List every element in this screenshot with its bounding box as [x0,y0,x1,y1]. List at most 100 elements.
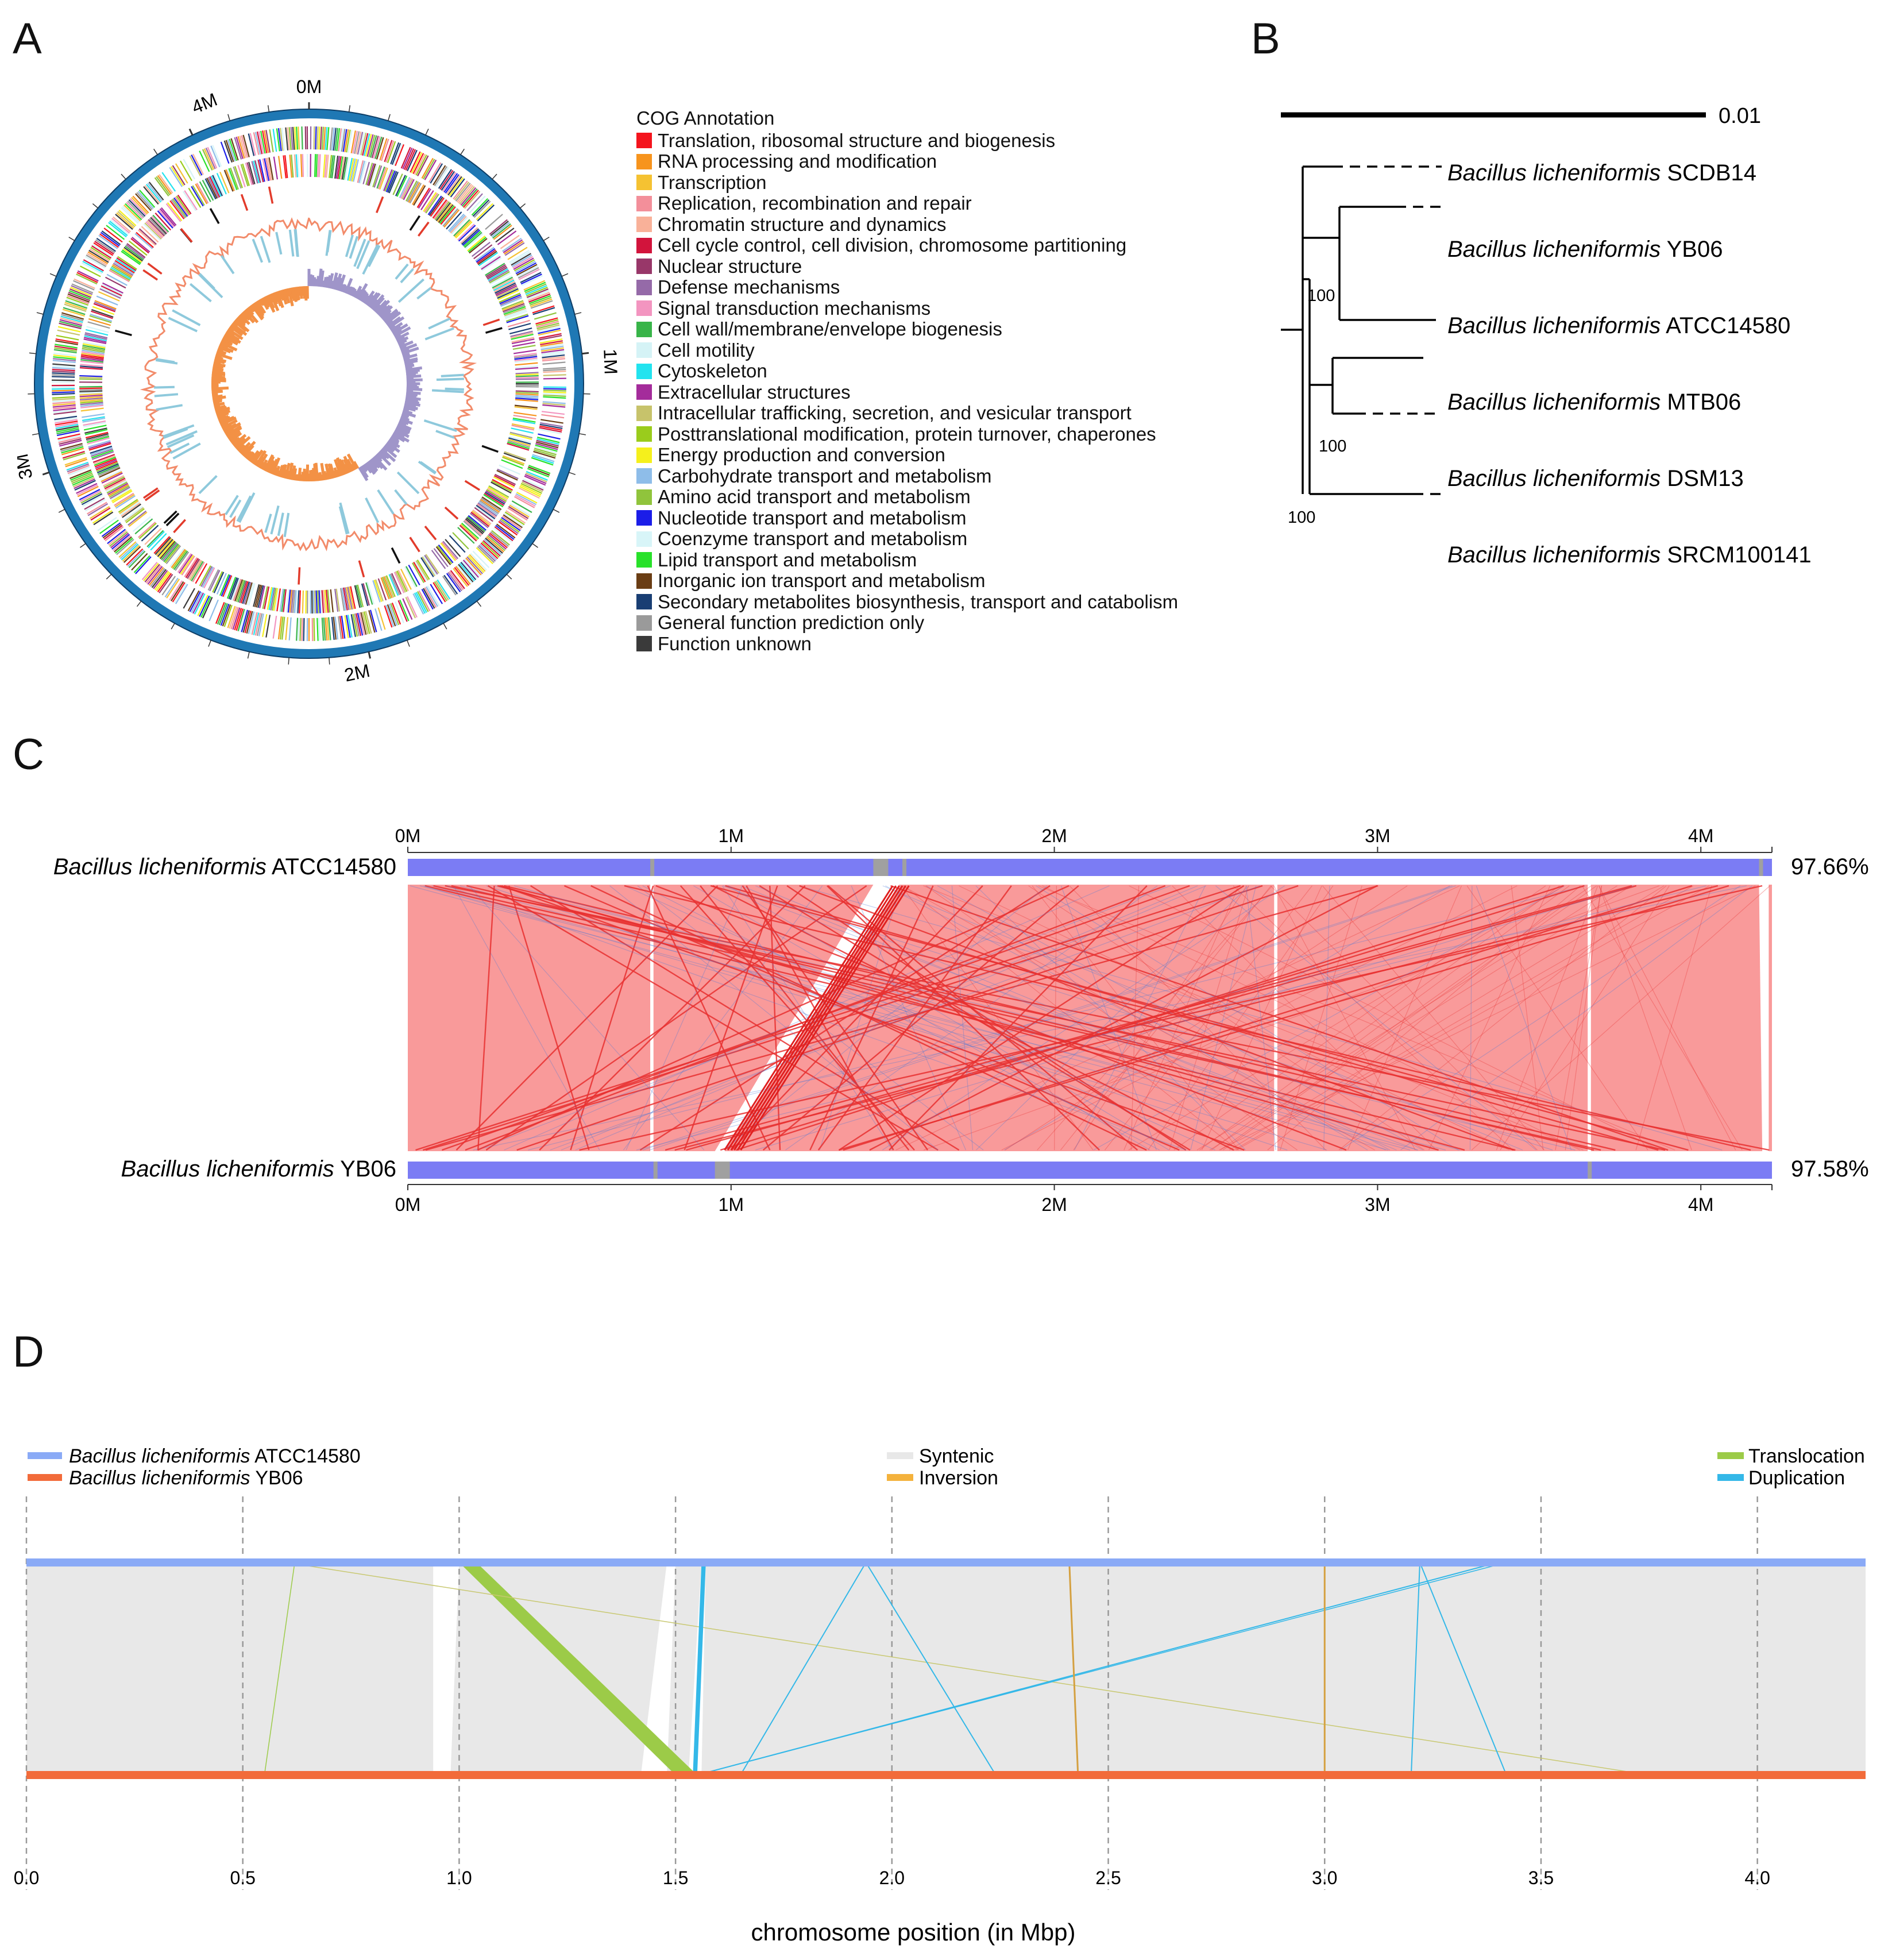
cog-legend-label: Lipid transport and metabolism [658,549,917,570]
duplication-link [740,1562,867,1776]
cog-legend: COG Annotation Translation, ribosomal st… [636,107,1178,654]
axis-tick-label: 4M [1688,1194,1713,1215]
cog-legend-label: Coenzyme transport and metabolism [658,528,968,549]
genome-ring [34,109,584,658]
x-tick-label: 3.0 [1312,1868,1337,1888]
cog-legend-swatch [636,175,652,191]
cog-legend-label: Nucleotide transport and metabolism [658,507,967,528]
cog-legend-item: Translation, ribosomal structure and bio… [636,130,1178,152]
cog-legend-label: RNA processing and modification [658,151,937,172]
cog-legend-swatch [636,489,652,505]
cog-legend-swatch [636,133,652,149]
cog-legend-swatch [636,321,652,337]
cog-legend-label: Cytoskeleton [658,360,767,381]
cog-legend-item: Posttranslational modification, protein … [636,423,1178,445]
cog-legend-item: Cell motility [636,339,1178,361]
cog-legend-swatch [636,447,652,463]
axis-tick-label: 3M [1365,825,1390,846]
cog-legend-label: Function unknown [658,632,812,654]
cog-legend-item: Signal transduction mechanisms [636,298,1178,319]
taxon-label: Bacillus licheniformis SCDB14 [1447,160,1756,186]
cog-legend-item: Transcription [636,172,1178,194]
cog-legend-swatch [636,342,652,358]
cog-legend-item: Chromatin structure and dynamics [636,214,1178,236]
translocation-link [264,1562,295,1776]
axis-tick-label: 1M [719,1194,744,1215]
axis-tick-label: 1M [719,825,744,846]
x-tick-label: 3.5 [1528,1868,1554,1888]
syntenic-region [26,1562,1866,1775]
cog-legend-swatch [636,363,652,379]
cog-legend-label: General function prediction only [658,612,925,633]
cog-legend-label: Cell cycle control, cell division, chrom… [658,234,1127,256]
cog-legend-item: Energy production and conversion [636,444,1178,466]
bootstrap-2: 100 [1319,437,1346,456]
taxon-label: Bacillus licheniformis YB06 [1447,237,1723,262]
cog-legend-label: Nuclear structure [658,255,802,277]
cog-legend-item: Defense mechanisms [636,276,1178,298]
cog-legend-label: Signal transduction mechanisms [658,297,931,319]
x-tick-label: 0.0 [14,1868,39,1888]
x-tick-label: 4.0 [1744,1868,1770,1888]
ring-label-0m: 0M [296,76,322,97]
cog-legend-item: Cytoskeleton [636,360,1178,382]
duplication-link [1410,1562,1420,1776]
x-tick-label: 1.5 [663,1868,688,1888]
cog-legend-swatch [636,552,652,568]
cog-legend-swatch [636,258,652,275]
duplication-link [697,1562,1498,1776]
legend-genome2: Bacillus licheniformis YB06 [69,1467,303,1489]
x-tick-label: 2.5 [1095,1868,1121,1888]
cog-legend-swatch [636,279,652,295]
cog-legend-label: Defense mechanisms [658,276,840,298]
x-tick-label: 0.5 [230,1868,255,1888]
cog-legend-label: Chromatin structure and dynamics [658,213,947,235]
panel-letter-a: A [13,14,42,63]
cog-legend-swatch [636,531,652,547]
legend-duplication: Duplication [1748,1467,1845,1489]
cog-legend-label: Replication, recombination and repair [658,192,972,214]
axis-tick-label: 0M [395,825,420,846]
bottom-axis: 0M 1M 2M 3M 4M [395,1184,1773,1215]
cog-legend-item: Lipid transport and metabolism [636,549,1178,571]
cog-legend-swatch [636,237,652,253]
phylogenetic-tree: 0.01 100 100 100 Bacillus licheniformis … [1281,104,1812,568]
cog-legend-swatch [636,468,652,484]
circular-genome-map: 0M 1M 2M 3M 4M [17,76,621,685]
cog-legend-swatch [636,594,652,610]
axis-tick-label: 0M [395,1194,420,1215]
cog-legend-label: Energy production and conversion [658,444,945,465]
top-genome-bar [408,859,1772,876]
cog-legend-swatch [636,195,652,211]
bottom-genome-label: Bacillus licheniformis YB06 [121,1156,396,1182]
cog-legend-swatch [636,384,652,400]
ring-label-2m: 2M [342,660,372,685]
axis-tick-label: 2M [1041,1194,1067,1215]
translocation-link [459,1562,697,1775]
legend-translocation: Translocation [1748,1445,1865,1467]
top-genome-label: Bacillus licheniformis ATCC14580 [53,854,396,879]
cog-legend-swatch [636,153,652,169]
taxon-label: Bacillus licheniformis ATCC14580 [1447,313,1790,338]
cog-legend-item: Coenzyme transport and metabolism [636,528,1178,550]
inversion-link [1068,1562,1079,1776]
alignment-links [410,885,1770,1151]
cog-legend-label: Posttranslational modification, protein … [658,423,1156,445]
bootstrap-3: 100 [1288,508,1315,527]
cog-legend-swatch [636,636,652,652]
cog-legend-swatch [636,510,652,526]
x-tick-label: 2.0 [879,1868,905,1888]
taxon-label: Bacillus licheniformis DSM13 [1447,466,1744,491]
cog-legend-swatch [636,405,652,421]
ring-label-4m: 4M [189,89,221,118]
tree-branches [1281,112,1706,495]
cog-legend-item: Amino acid transport and metabolism [636,486,1178,508]
cog-legend-label: Cell wall/membrane/envelope biogenesis [658,318,1002,339]
ring-label-3m: 3M [17,452,36,481]
synteny-plot: Bacillus licheniformis ATCC14580 Bacillu… [14,1445,1866,1946]
cog-legend-title: COG Annotation [636,107,775,129]
cog-legend-label: Transcription [658,171,767,193]
panel-letter-b: B [1251,14,1280,63]
ring-label-1m: 1M [600,349,621,375]
cog-legend-label: Carbohydrate transport and metabolism [658,465,992,487]
